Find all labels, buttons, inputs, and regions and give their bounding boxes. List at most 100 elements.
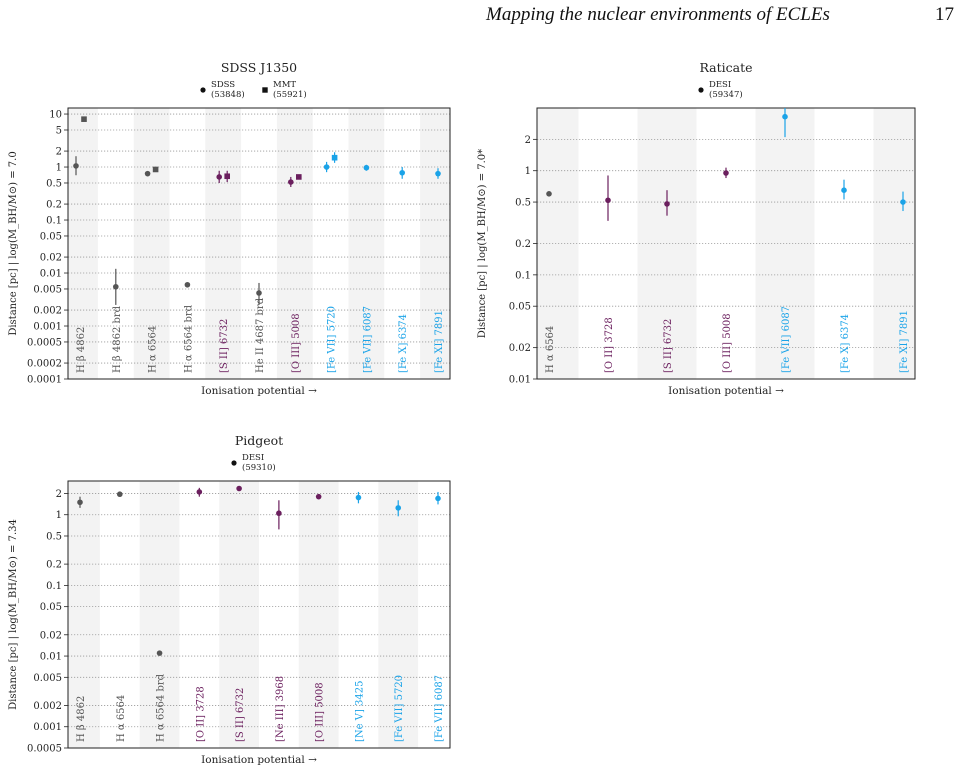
y-tick-label: 0.01 [40, 269, 62, 280]
running-title: Mapping the nuclear environments of ECLE… [486, 4, 830, 25]
y-tick-label: 1 [56, 510, 62, 521]
data-point-desi [315, 493, 322, 500]
data-point-desi [196, 489, 203, 495]
y-tick-label: 1 [56, 163, 62, 174]
category-label: [O II] 3728 [604, 317, 615, 373]
axes-frame [67, 107, 451, 380]
data-point-desi [546, 191, 552, 197]
category-band [68, 481, 100, 748]
data-point-desi [723, 170, 729, 176]
y-tick-label: 0.02 [40, 630, 62, 641]
data-point-desi [605, 197, 611, 204]
legend-label: DESI [242, 453, 264, 463]
category-label: H β 4862 [76, 327, 87, 373]
data-point-desi [782, 113, 788, 120]
data-point-desi [77, 499, 83, 506]
y-tick-label: 0.05 [509, 302, 531, 313]
y-tick-label: 0.01 [509, 375, 531, 386]
chart-title: Pidgeot [235, 433, 283, 448]
y-tick-label: 0.0001 [27, 375, 62, 386]
category-label: H α 6564 [116, 695, 127, 742]
data-point-mmt [331, 154, 338, 161]
category-label: H β 4862 [76, 696, 87, 742]
data-point-desi [236, 485, 242, 492]
legend-sublabel: (53848) [211, 89, 245, 100]
category-label: [Fe VII] 6087 [434, 675, 445, 742]
y-axis-label: Distance [pc] | log(M_BH/M⊙) = 7.0 [8, 151, 19, 335]
y-tick-label: 0.1 [46, 216, 62, 227]
data-point-desi [664, 201, 670, 207]
y-tick-label: 0.05 [40, 602, 62, 613]
data-point-desi [276, 510, 282, 517]
y-tick-label: 1 [525, 166, 531, 177]
y-tick-label: 0.1 [515, 270, 531, 281]
category-label: [Fe VII] 5720 [394, 675, 405, 742]
data-point-desi [116, 491, 123, 498]
category-label: [Fe XI] 7891 [899, 310, 910, 373]
data-point-sdss [113, 283, 119, 290]
y-tick-label: 2 [525, 135, 531, 146]
y-tick-label: 0.0005 [27, 337, 62, 348]
category-label: [Fe X] 6374 [840, 314, 851, 373]
data-point-sdss [144, 170, 151, 177]
data-point-desi [355, 494, 362, 501]
x-axis-label: Ionisation potential → [201, 754, 317, 766]
y-tick-label: 0.05 [40, 231, 62, 242]
data-point-sdss [184, 281, 191, 288]
category-band [420, 108, 450, 379]
y-tick-label: 0.5 [46, 178, 62, 189]
data-point-desi [395, 505, 402, 511]
y-tick-label: 0.0005 [27, 744, 62, 755]
legend-sublabel: (55921) [273, 89, 307, 100]
chart-raticate: 2 1 0.5 0.2 0.1 0.05 0.02 0.01 Raticate DESI(5934… [477, 60, 916, 397]
legend-marker-circle [200, 87, 206, 93]
y-tick-label: 0.005 [33, 673, 62, 684]
data-point-sdss [73, 163, 79, 169]
category-label: [Fe VII] 6087 [781, 306, 792, 373]
y-tick-label: 0.01 [40, 652, 62, 663]
y-axis-label: Distance [pc] | log(M_BH/M⊙) = 7.0* [477, 149, 488, 338]
y-tick-label: 0.02 [40, 253, 62, 264]
data-point-sdss [256, 290, 262, 296]
y-tick-label: 2 [56, 489, 62, 500]
legend: DESI(59347) [698, 80, 743, 100]
legend-sublabel: (59310) [242, 462, 276, 473]
category-label: [O II] 3728 [195, 686, 206, 742]
category-label: H β 4862 brd [112, 305, 123, 373]
chart-title: Raticate [699, 60, 752, 75]
chart-title: SDSS J1350 [221, 60, 297, 75]
page-header: Mapping the nuclear environments of ECLE… [0, 0, 975, 40]
category-band [378, 481, 419, 748]
chart-sdss-j1350: 10 5 2 1 0.5 0.2 0.1 0.05 0.02 0.01 0.005 0.002 0.00… [8, 60, 451, 397]
category-label: [Fe VII] 5720 [327, 306, 338, 373]
x-axis-label: Ionisation potential → [201, 385, 317, 397]
category-label: [Fe VII] 6087 [362, 306, 373, 373]
data-point-sdss [363, 164, 370, 171]
category-label: [Ne III] 3968 [275, 676, 286, 742]
y-tick-label: 0.02 [509, 343, 531, 354]
legend-marker-square [262, 87, 268, 93]
data-point-mmt [152, 166, 159, 173]
legend-sublabel: (59347) [709, 89, 743, 100]
category-label: [Fe X] 6374 [398, 314, 409, 373]
y-tick-label: 0.001 [33, 322, 62, 333]
data-point-sdss [288, 179, 294, 185]
category-label: [Fe XI] 7891 [434, 310, 445, 373]
legend-label: MMT [273, 80, 296, 90]
legend-label: DESI [709, 80, 731, 90]
y-tick-label: 5 [56, 125, 62, 136]
category-band [298, 481, 339, 748]
data-point-mmt [81, 116, 87, 122]
data-point-desi [900, 199, 906, 205]
category-band [139, 481, 180, 748]
y-axis-label: Distance [pc] | log(M_BH/M⊙) = 7.34 [8, 519, 19, 710]
y-tick-label: 0.5 [515, 198, 531, 209]
data-point-mmt [296, 174, 302, 180]
data-point-sdss [435, 170, 441, 177]
category-band [219, 481, 259, 748]
axes-frame [536, 107, 916, 380]
data-point-desi [435, 495, 441, 502]
category-label: [S II] 6732 [219, 319, 230, 373]
data-point-sdss [216, 174, 222, 180]
